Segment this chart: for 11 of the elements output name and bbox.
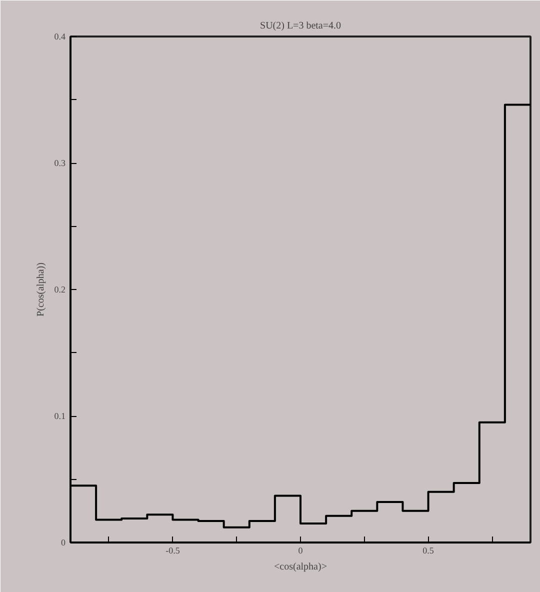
x-tick-label: -0.5: [166, 546, 180, 556]
y-tick-label: 0: [61, 538, 66, 548]
chart-title: SU(2) L=3 beta=4.0: [260, 20, 342, 32]
y-tick-label: 0.2: [54, 284, 66, 294]
x-axis-title: <cos(alpha)>: [274, 562, 328, 572]
x-tick-label: 0: [298, 546, 304, 556]
y-tick-label: 0.1: [54, 411, 66, 421]
y-tick-label: 0.3: [54, 158, 66, 168]
x-tick-label: 0.5: [422, 546, 434, 556]
y-tick-label: 0.4: [54, 32, 66, 42]
y-axis-title: P(cos(alpha)): [35, 262, 46, 316]
